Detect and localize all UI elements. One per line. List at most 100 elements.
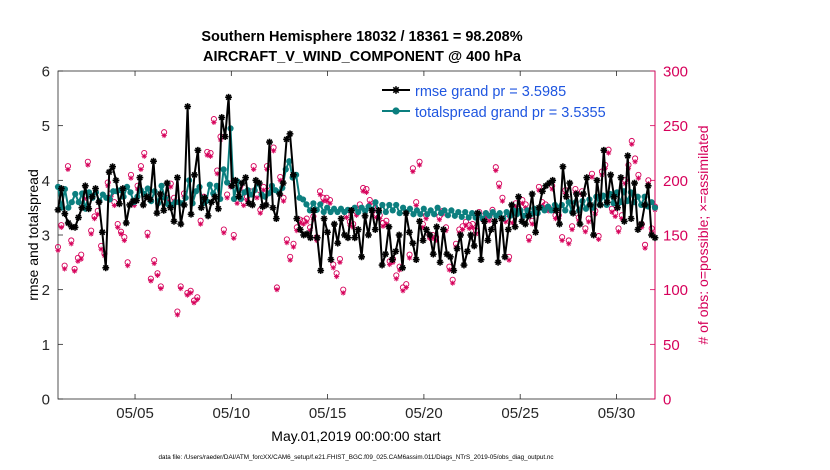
rmse-point [78, 204, 86, 212]
legend-spread-label: totalspread grand pr = 3.5355 [415, 105, 606, 121]
rmse-point [583, 174, 591, 181]
obs-assimilated-point [460, 226, 466, 233]
totalspread-point [420, 205, 427, 212]
rmse-point [559, 163, 567, 171]
rmse-point [501, 253, 509, 261]
rmse-point [174, 174, 181, 181]
rmse-point [508, 201, 516, 209]
rmse-point [133, 197, 140, 204]
rmse-point [614, 204, 621, 212]
rmse-point [385, 223, 393, 231]
rmse-point [443, 250, 451, 258]
rmse-point [347, 207, 355, 214]
rmse-point [116, 200, 123, 208]
totalspread-point [462, 208, 469, 216]
rmse-point [204, 212, 212, 220]
obs-assimilated-point [615, 229, 622, 235]
obs-assimilated-point [91, 216, 98, 222]
totalspread-point [389, 207, 396, 214]
obs-assimilated-point [138, 166, 144, 172]
rmse-point [556, 220, 563, 228]
rmse-point [317, 267, 325, 274]
obs-assimilated-point [340, 290, 346, 296]
totalspread-point [317, 201, 324, 208]
legend: rmse grand pr = 3.5985 totalspread grand… [377, 77, 651, 125]
rmse-point [330, 220, 338, 228]
rmse-point [255, 179, 263, 187]
obs-assimilated-point [632, 159, 638, 165]
y-right-tick-label: 50 [663, 337, 680, 354]
obs-assimilated-point [519, 200, 525, 206]
y-left-tick-label: 4 [42, 173, 50, 190]
rmse-point [365, 231, 372, 239]
rmse-point [228, 182, 236, 190]
rmse-point [334, 239, 342, 247]
x-tick-label: 05/30 [598, 405, 636, 422]
totalspread-point [386, 201, 393, 209]
obs-assimilated-point [499, 198, 506, 204]
rmse-point [371, 226, 379, 233]
obs-assimilated-point [161, 132, 167, 139]
totalspread-point [144, 185, 151, 192]
totalspread-point [465, 214, 472, 221]
totalspread-point [458, 213, 465, 221]
totalspread-point [127, 189, 134, 196]
rmse-point [498, 215, 505, 222]
rmse-point [119, 185, 127, 192]
rmse-point [368, 207, 376, 214]
obs-assimilated-point [71, 268, 78, 274]
obs-assimilated-point [251, 166, 257, 172]
obs-assimilated-point [337, 259, 343, 265]
rmse-point [484, 237, 492, 244]
obs-assimilated-point [413, 202, 419, 209]
obs-assimilated-point [168, 184, 174, 190]
obs-assimilated-point [343, 214, 350, 221]
rmse-series [54, 93, 659, 274]
rmse-point [634, 226, 642, 233]
obs-assimilated-point [261, 187, 267, 193]
obs-assimilated-point [280, 198, 287, 204]
y-axis-right: 0 50 100 150 200 250 300 [650, 64, 688, 409]
rmse-point [426, 231, 434, 239]
y-axis-left-label: rmse and totalspread [25, 169, 41, 301]
rmse-point [286, 130, 294, 138]
rmse-point [54, 206, 62, 214]
obs-assimilated-point [85, 162, 91, 168]
rmse-point [467, 231, 475, 239]
obs-assimilated-point [78, 256, 84, 262]
rmse-point [470, 242, 478, 250]
y-right-tick-label: 150 [663, 228, 688, 245]
rmse-point [423, 226, 430, 233]
totalspread-point [65, 204, 72, 211]
x-tick-label: 05/05 [116, 405, 154, 422]
rmse-point [494, 258, 502, 266]
obs-assimilated-point [65, 166, 71, 172]
obs-assimilated-point [403, 284, 409, 291]
totalspread-point [286, 158, 293, 165]
footer-data-file: data file: /Users/raeder/DAI/ATM_forcXX/… [158, 454, 553, 461]
chart-title-line2: AIRCRAFT_V_WIND_COMPONENT @ 400 hPa [203, 49, 522, 65]
rmse-point [112, 176, 120, 184]
totalspread-point [324, 204, 331, 211]
rmse-point [419, 237, 427, 244]
obs-assimilated-point [469, 224, 476, 230]
y-right-tick-label: 0 [663, 392, 671, 409]
rmse-point [474, 209, 482, 217]
rmse-point [573, 190, 580, 198]
rmse-point [85, 205, 93, 213]
rmse-point [122, 219, 130, 227]
totalspread-point [379, 201, 386, 209]
obs-assimilated-point [270, 148, 277, 154]
obs-assimilated-point [178, 285, 184, 292]
obs-assimilated-point [234, 200, 240, 206]
rmse-point [262, 201, 270, 209]
rmse-point [399, 264, 406, 272]
rmse-point [566, 179, 574, 187]
totalspread-point [355, 208, 362, 216]
rmse-point [337, 215, 345, 222]
rmse-point [184, 103, 192, 110]
legend-rmse-marker [392, 86, 400, 94]
rmse-point [429, 250, 437, 258]
rmse-point [562, 193, 570, 201]
totalspread-point [562, 207, 569, 214]
